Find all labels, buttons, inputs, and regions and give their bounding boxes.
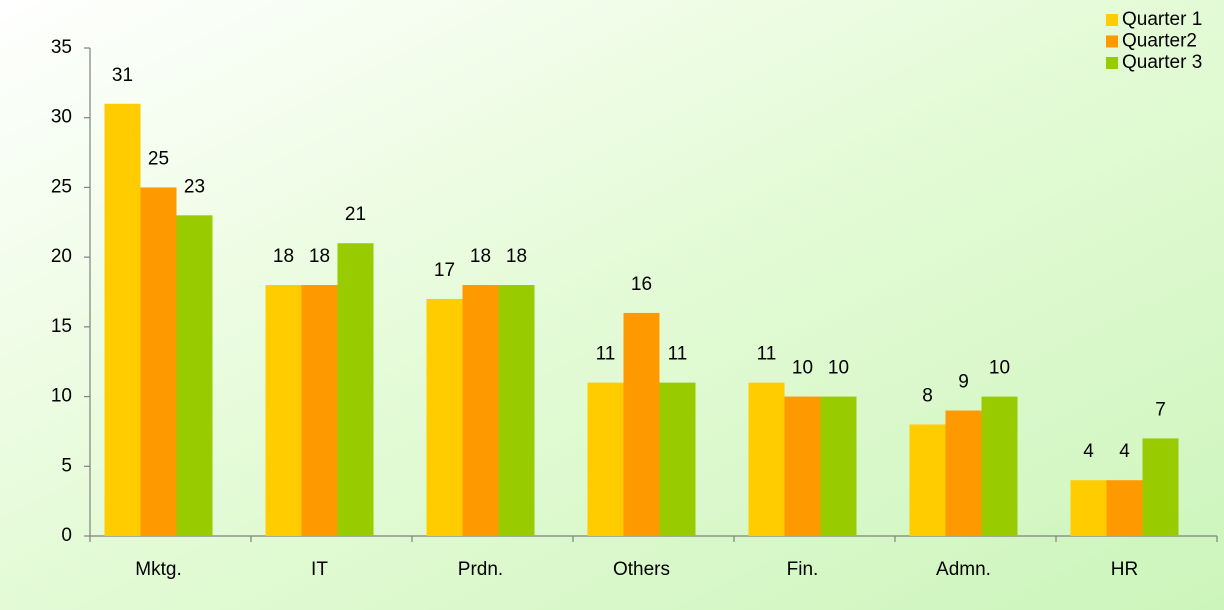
data-label: 18 (470, 246, 491, 267)
bar (820, 396, 857, 536)
data-label: 18 (506, 246, 527, 267)
bar (337, 243, 374, 536)
data-label: 11 (757, 344, 777, 365)
bar (945, 410, 982, 536)
data-label: 11 (596, 344, 616, 365)
legend-label: Quarter 1 (1122, 9, 1202, 30)
data-label: 7 (1155, 399, 1166, 420)
x-tick-label: Admn. (936, 559, 991, 580)
data-label: 10 (828, 358, 849, 379)
bar (462, 285, 499, 536)
y-tick-label: 5 (61, 455, 72, 476)
x-tick-label: Others (613, 559, 670, 580)
x-tick-label: HR (1111, 559, 1138, 580)
data-label: 21 (345, 204, 366, 225)
bar (587, 382, 624, 536)
y-tick-label: 15 (51, 316, 72, 337)
y-tick-label: 35 (51, 37, 72, 58)
y-tick-label: 0 (61, 525, 72, 546)
bar (265, 285, 302, 536)
bar (176, 215, 213, 537)
x-tick-label: Prdn. (458, 559, 503, 580)
bar (140, 187, 177, 536)
y-tick-label: 30 (51, 107, 72, 128)
data-label: 11 (668, 344, 688, 365)
data-label: 25 (148, 148, 169, 169)
bar (784, 396, 821, 536)
bar (748, 382, 785, 536)
data-label: 23 (184, 176, 205, 197)
x-tick-label: IT (311, 559, 328, 580)
data-label: 9 (958, 372, 969, 393)
data-label: 4 (1119, 441, 1130, 462)
legend-label: Quarter 3 (1122, 52, 1202, 73)
data-label: 18 (273, 246, 294, 267)
bar (1106, 480, 1143, 536)
data-label: 10 (989, 358, 1010, 379)
data-label: 18 (309, 246, 330, 267)
data-label: 4 (1083, 441, 1094, 462)
bar (301, 285, 338, 536)
bar (1070, 480, 1107, 536)
y-tick-label: 20 (51, 246, 72, 267)
x-tick-label: Fin. (787, 559, 819, 580)
data-label: 16 (631, 274, 652, 295)
legend-swatch (1106, 57, 1118, 69)
bar (426, 298, 463, 536)
data-label: 8 (922, 385, 933, 406)
bar (659, 382, 696, 536)
y-tick-label: 10 (51, 386, 72, 407)
bar (1142, 438, 1179, 536)
legend-swatch (1106, 35, 1118, 48)
legend-label: Quarter2 (1122, 31, 1197, 52)
x-tick-label: Mktg. (135, 559, 181, 580)
y-tick-label: 25 (51, 176, 72, 197)
bar (623, 312, 660, 536)
data-label: 10 (792, 358, 813, 379)
bar (909, 424, 946, 536)
bar (104, 103, 141, 537)
data-label: 17 (434, 260, 455, 281)
legend-swatch (1106, 14, 1118, 26)
bar (498, 285, 535, 536)
data-label: 31 (112, 65, 133, 86)
bar (981, 396, 1018, 536)
